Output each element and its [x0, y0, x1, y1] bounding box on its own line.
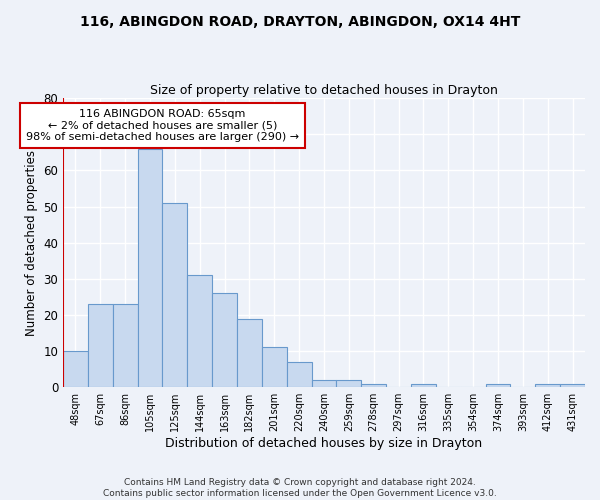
Bar — [187, 275, 212, 387]
Bar — [485, 384, 511, 387]
X-axis label: Distribution of detached houses by size in Drayton: Distribution of detached houses by size … — [166, 437, 482, 450]
Bar — [262, 348, 287, 387]
Bar — [63, 351, 88, 387]
Bar — [237, 318, 262, 387]
Bar — [535, 384, 560, 387]
Text: 116 ABINGDON ROAD: 65sqm
← 2% of detached houses are smaller (5)
98% of semi-det: 116 ABINGDON ROAD: 65sqm ← 2% of detache… — [26, 109, 299, 142]
Text: 116, ABINGDON ROAD, DRAYTON, ABINGDON, OX14 4HT: 116, ABINGDON ROAD, DRAYTON, ABINGDON, O… — [80, 15, 520, 29]
Bar — [411, 384, 436, 387]
Bar — [311, 380, 337, 387]
Bar — [361, 384, 386, 387]
Bar — [337, 380, 361, 387]
Bar — [137, 148, 163, 387]
Bar — [113, 304, 137, 387]
Bar — [163, 203, 187, 387]
Y-axis label: Number of detached properties: Number of detached properties — [25, 150, 38, 336]
Bar — [560, 384, 585, 387]
Title: Size of property relative to detached houses in Drayton: Size of property relative to detached ho… — [150, 84, 498, 97]
Text: Contains HM Land Registry data © Crown copyright and database right 2024.
Contai: Contains HM Land Registry data © Crown c… — [103, 478, 497, 498]
Bar — [88, 304, 113, 387]
Bar — [287, 362, 311, 387]
Bar — [212, 294, 237, 387]
